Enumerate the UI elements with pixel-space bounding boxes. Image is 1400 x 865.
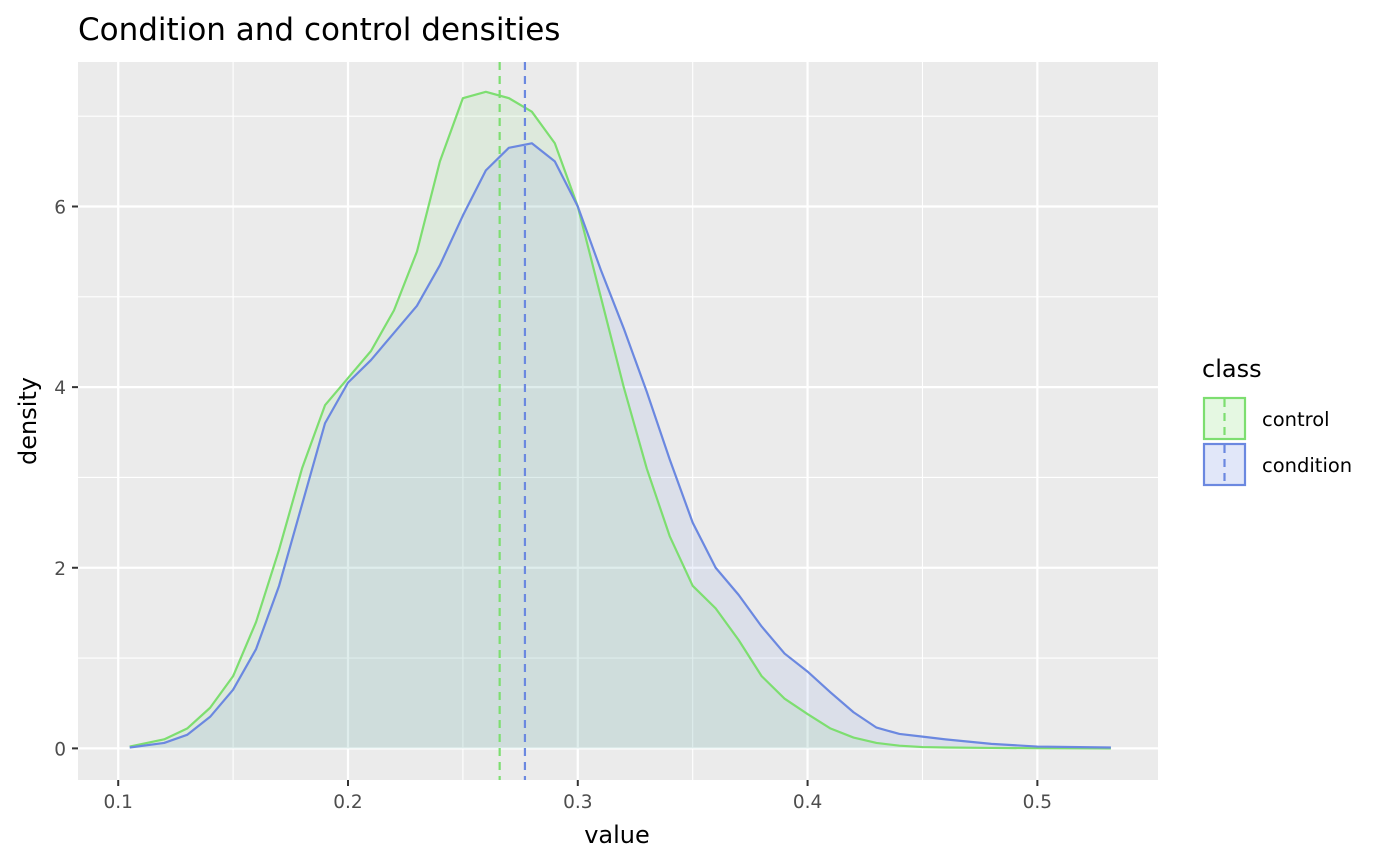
chart-title: Condition and control densities bbox=[78, 12, 560, 48]
legend-title: class bbox=[1202, 355, 1262, 383]
y-tick-label: 0 bbox=[54, 739, 66, 760]
y-axis: 0 2 4 6 bbox=[54, 198, 78, 760]
panel-background bbox=[78, 62, 1158, 780]
legend: class control condition bbox=[1202, 355, 1352, 487]
x-tick-label: 0.1 bbox=[104, 792, 133, 813]
density-area-condition bbox=[129, 143, 1111, 749]
x-tick-label: 0.5 bbox=[1023, 792, 1052, 813]
density-area-control bbox=[129, 91, 1111, 749]
legend-label-control: control bbox=[1262, 408, 1330, 431]
legend-label-condition: condition bbox=[1262, 454, 1352, 477]
x-axis: 0.1 0.2 0.3 0.4 0.5 bbox=[104, 780, 1052, 813]
y-tick-label: 2 bbox=[54, 559, 66, 580]
y-tick-label: 4 bbox=[54, 378, 66, 399]
y-axis-title: density bbox=[14, 377, 42, 465]
x-tick-label: 0.2 bbox=[333, 792, 362, 813]
density-line-condition bbox=[129, 142, 1111, 749]
x-axis-title: value bbox=[584, 821, 650, 849]
y-tick-label: 6 bbox=[54, 198, 66, 219]
x-tick-label: 0.3 bbox=[563, 792, 592, 813]
x-tick-label: 0.4 bbox=[793, 792, 822, 813]
plot-panel bbox=[78, 62, 1158, 780]
